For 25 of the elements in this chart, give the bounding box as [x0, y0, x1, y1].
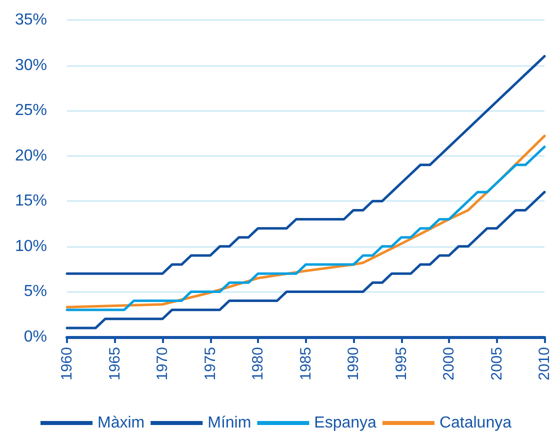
x-tick-label: 2005 — [488, 347, 506, 380]
x-tick-label: 1995 — [392, 347, 410, 380]
y-tick-label: 25% — [14, 102, 47, 120]
x-tick-label: 1980 — [250, 347, 266, 380]
y-tick-label: 15% — [14, 192, 47, 210]
line-series — [66, 54, 546, 275]
legend-label: Màxim — [98, 414, 145, 432]
x-tick-label: 1975 — [202, 347, 219, 380]
x-tick-label: 1985 — [297, 347, 314, 380]
y-tick-label: 30% — [14, 56, 47, 74]
legend-label: Espanya — [314, 414, 377, 432]
legend-label: Catalunya — [439, 414, 512, 432]
x-tick-label: 2010 — [536, 347, 552, 380]
x-tick-label: 1970 — [154, 347, 171, 380]
y-tick-label: 35% — [14, 12, 47, 28]
y-tick-label: 5% — [24, 283, 47, 300]
x-tick-label: 1990 — [345, 347, 362, 380]
legend-label: Mínim — [208, 414, 252, 432]
y-tick-label: 20% — [14, 147, 47, 164]
x-tick-label: 1960 — [58, 347, 76, 380]
y-tick-label: 0% — [24, 328, 47, 346]
line-series — [66, 190, 546, 330]
y-tick-label: 10% — [14, 238, 47, 255]
x-tick-label: 2000 — [440, 347, 458, 380]
x-tick-label: 1965 — [106, 347, 124, 380]
